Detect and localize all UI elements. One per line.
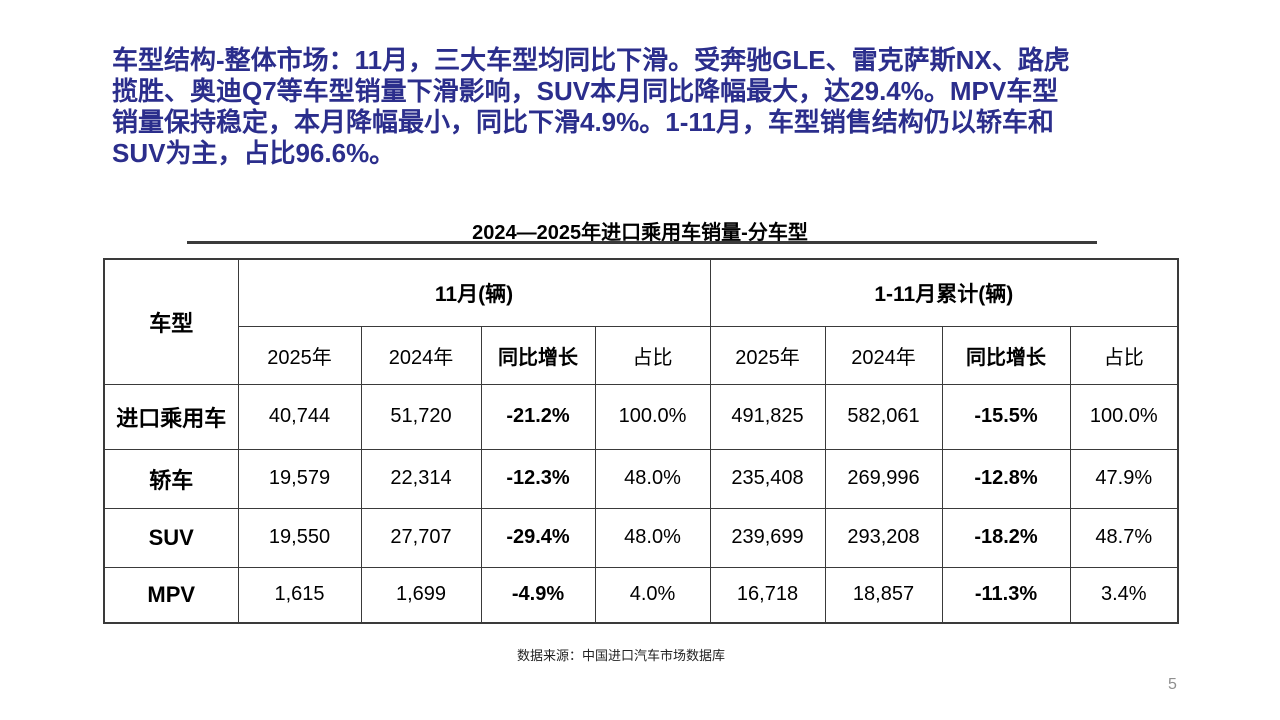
table-row-mpv: MPV 1,615 1,699 -4.9% 4.0% 16,718 18,857…	[103, 566, 1179, 624]
cell-yoy-growth: -11.3%	[941, 566, 1071, 624]
group-header-cumulative: 1-11月累计(辆)	[709, 258, 1179, 327]
headline: 车型结构-整体市场：11月，三大车型均同比下滑。受奔驰GLE、雷克萨斯NX、路虎…	[112, 45, 1207, 169]
row-label: 进口乘用车	[103, 383, 239, 450]
cell-yoy-growth: -21.2%	[480, 383, 596, 450]
cell-value: 239,699	[709, 507, 826, 568]
cell-yoy-growth: -15.5%	[941, 383, 1071, 450]
page-number: 5	[1168, 676, 1177, 693]
table-row-suv: SUV 19,550 27,707 -29.4% 48.0% 239,699 2…	[103, 507, 1179, 568]
table-row-sedan: 轿车 19,579 22,314 -12.3% 48.0% 235,408 26…	[103, 448, 1179, 509]
cell-value: 19,550	[237, 507, 362, 568]
cell-yoy-growth: -12.3%	[480, 448, 596, 509]
subheader-2024: 2024年	[824, 325, 943, 385]
cell-share: 3.4%	[1069, 566, 1179, 624]
cell-yoy-growth: -12.8%	[941, 448, 1071, 509]
cell-value: 582,061	[824, 383, 943, 450]
row-label: MPV	[103, 566, 239, 624]
cell-value: 51,720	[360, 383, 482, 450]
row-label: SUV	[103, 507, 239, 568]
cell-value: 491,825	[709, 383, 826, 450]
cell-value: 16,718	[709, 566, 826, 624]
cell-share: 100.0%	[1069, 383, 1179, 450]
cell-yoy-growth: -4.9%	[480, 566, 596, 624]
group-header-november: 11月(辆)	[237, 258, 711, 327]
cell-share: 48.0%	[594, 507, 711, 568]
sales-table: 车型 11月(辆) 1-11月累计(辆) 2025年 2024年 同比增长 占比…	[103, 258, 1180, 624]
cell-value: 269,996	[824, 448, 943, 509]
table-title: 2024—2025年进口乘用车销量-分车型	[472, 222, 808, 244]
cell-value: 18,857	[824, 566, 943, 624]
cell-value: 22,314	[360, 448, 482, 509]
cell-value: 19,579	[237, 448, 362, 509]
cell-value: 1,699	[360, 566, 482, 624]
headline-line: 销量保持稳定，本月降幅最小，同比下滑4.9%。1-11月，车型销售结构仍以轿车和	[112, 107, 1054, 137]
cell-share: 100.0%	[594, 383, 711, 450]
table-row-imported-passenger-cars: 进口乘用车 40,744 51,720 -21.2% 100.0% 491,82…	[103, 383, 1179, 450]
cell-share: 47.9%	[1069, 448, 1179, 509]
subheader-2025: 2025年	[709, 325, 826, 385]
cell-yoy-growth: -18.2%	[941, 507, 1071, 568]
subheader-yoy-growth: 同比增长	[941, 325, 1071, 385]
cell-value: 293,208	[824, 507, 943, 568]
title-underline	[187, 241, 1097, 244]
cell-value: 40,744	[237, 383, 362, 450]
cell-share: 48.0%	[594, 448, 711, 509]
subheader-share: 占比	[594, 325, 711, 385]
subheader-yoy-growth: 同比增长	[480, 325, 596, 385]
headline-line: 车型结构-整体市场：11月，三大车型均同比下滑。受奔驰GLE、雷克萨斯NX、路虎	[112, 45, 1070, 75]
headline-line: SUV为主，占比96.6%。	[112, 138, 396, 168]
headline-line: 揽胜、奥迪Q7等车型销量下滑影响，SUV本月同比降幅最大，达29.4%。MPV车…	[112, 76, 1059, 106]
data-source: 数据来源：中国进口汽车市场数据库	[516, 648, 725, 663]
subheader-share: 占比	[1069, 325, 1179, 385]
cell-value: 1,615	[237, 566, 362, 624]
cell-yoy-growth: -29.4%	[480, 507, 596, 568]
row-label: 轿车	[103, 448, 239, 509]
cell-share: 48.7%	[1069, 507, 1179, 568]
cell-value: 27,707	[360, 507, 482, 568]
subheader-2025: 2025年	[237, 325, 362, 385]
cell-share: 4.0%	[594, 566, 711, 624]
cell-value: 235,408	[709, 448, 826, 509]
corner-header: 车型	[103, 258, 239, 385]
subheader-2024: 2024年	[360, 325, 482, 385]
